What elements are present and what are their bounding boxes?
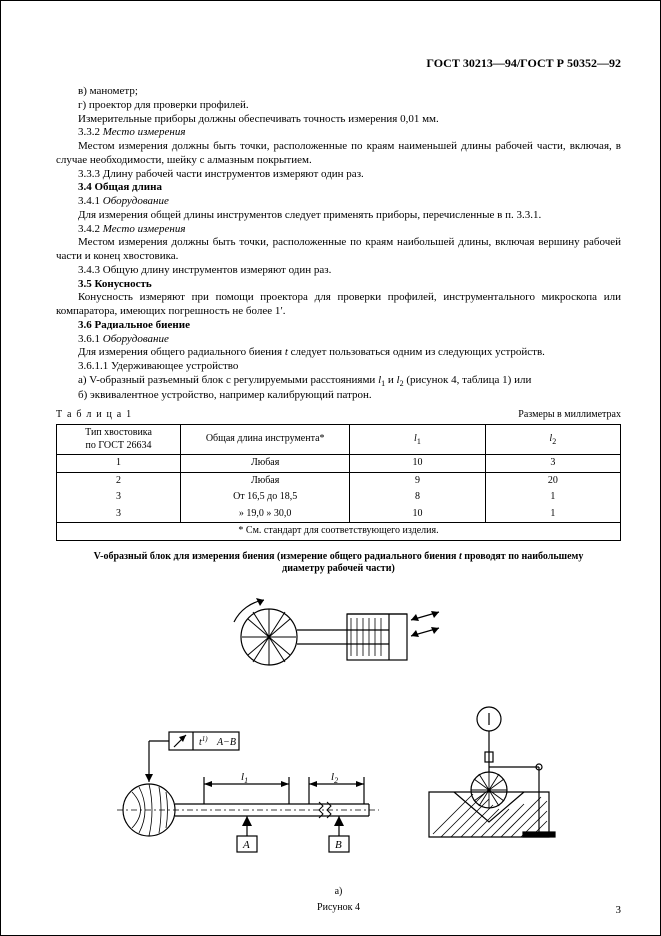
line: 3.3.2 Место измерения bbox=[56, 126, 621, 140]
td: Любая bbox=[181, 472, 350, 489]
t: (рисунок 4, таблица 1) или bbox=[404, 374, 532, 386]
line: а) V-образный разъемный блок с регулируе… bbox=[56, 374, 621, 389]
body-text: в) манометр; г) проектор для проверки пр… bbox=[56, 85, 621, 403]
t: а) V-образный разъемный блок с регулируе… bbox=[78, 374, 378, 386]
line: 3.6.1 Оборудование bbox=[56, 333, 621, 347]
t: Для измерения общего радиального биения bbox=[78, 346, 285, 358]
svg-text:A: A bbox=[242, 839, 250, 851]
sub: 2 bbox=[552, 437, 556, 446]
heading: 3.5 Конусность bbox=[56, 278, 621, 292]
td: Любая bbox=[181, 455, 350, 473]
td: От 16,5 до 18,5 bbox=[181, 489, 350, 506]
th-line: Тип хвостовика bbox=[63, 427, 174, 440]
line: в) манометр; bbox=[56, 85, 621, 99]
num: 3.4.1 bbox=[78, 195, 103, 207]
figure: t1) A−B bbox=[56, 582, 621, 915]
td: 10 bbox=[350, 455, 485, 473]
num: 3.3.2 bbox=[78, 126, 103, 138]
th-line: по ГОСТ 26634 bbox=[63, 440, 174, 453]
svg-text:A−B: A−B bbox=[216, 737, 236, 748]
t: следует пользоваться одним из следующих … bbox=[288, 346, 545, 358]
t: и bbox=[385, 374, 396, 386]
line: 3.4.3 Общую длину инструментов измеряют … bbox=[56, 264, 621, 278]
italic: Оборудование bbox=[103, 333, 169, 345]
td: 3 bbox=[57, 506, 181, 523]
line: 3.4.1 Оборудование bbox=[56, 195, 621, 209]
heading: 3.4 Общая длина bbox=[56, 181, 621, 195]
table-row: 1 Любая 10 3 bbox=[57, 455, 621, 473]
line: г) проектор для проверки профилей. bbox=[56, 99, 621, 113]
svg-text:l1: l1 bbox=[241, 771, 248, 785]
td: 1 bbox=[485, 489, 620, 506]
td: 1 bbox=[485, 506, 620, 523]
line: Для измерения общего радиального биения … bbox=[56, 346, 621, 360]
italic: Место измерения bbox=[103, 126, 186, 138]
figure-caption: Рисунок 4 bbox=[56, 902, 621, 915]
td: 20 bbox=[485, 472, 620, 489]
svg-text:t1): t1) bbox=[199, 735, 208, 748]
figure-sub: a) bbox=[56, 886, 621, 899]
sub: 1 bbox=[417, 437, 421, 446]
table-row: 3 » 19,0 » 30,0 10 1 bbox=[57, 506, 621, 523]
td: » 19,0 » 30,0 bbox=[181, 506, 350, 523]
page-header: ГОСТ 30213—94/ГОСТ Р 50352—92 bbox=[56, 56, 621, 71]
line: Местом измерения должны быть точки, расп… bbox=[56, 140, 621, 168]
figure-title: V-образный блок для измерения биения (из… bbox=[56, 551, 621, 576]
line: Измерительные приборы должны обеспечиват… bbox=[56, 113, 621, 127]
table-units: Размеры в миллиметрах bbox=[518, 409, 621, 422]
th: Тип хвостовика по ГОСТ 26634 bbox=[57, 425, 181, 455]
table-footnote: * См. стандарт для соответствующего изде… bbox=[57, 523, 621, 541]
line: Для измерения общей длины инструментов с… bbox=[56, 209, 621, 223]
td: 3 bbox=[485, 455, 620, 473]
table-row: 2 Любая 9 20 bbox=[57, 472, 621, 489]
table-caption: Т а б л и ц а 1 Размеры в миллиметрах bbox=[56, 409, 621, 422]
t: V-образный блок для измерения биения (из… bbox=[94, 551, 459, 562]
data-table: Тип хвостовика по ГОСТ 26634 Общая длина… bbox=[56, 424, 621, 541]
table-row: 3 От 16,5 до 18,5 8 1 bbox=[57, 489, 621, 506]
svg-text:l2: l2 bbox=[331, 771, 338, 785]
t: проводят по наибольшему bbox=[462, 551, 584, 562]
line: 3.4.2 Место измерения bbox=[56, 223, 621, 237]
svg-text:B: B bbox=[335, 839, 342, 851]
italic: Место измерения bbox=[103, 223, 186, 235]
td: 9 bbox=[350, 472, 485, 489]
td: 8 bbox=[350, 489, 485, 506]
num: 3.4.2 bbox=[78, 223, 103, 235]
td: 10 bbox=[350, 506, 485, 523]
td: 2 bbox=[57, 472, 181, 489]
t: диаметру рабочей части) bbox=[282, 563, 395, 574]
line: 3.3.3 Длину рабочей части инструментов и… bbox=[56, 168, 621, 182]
th: l2 bbox=[485, 425, 620, 455]
line: б) эквивалентное устройство, например ка… bbox=[56, 389, 621, 403]
figure-svg: t1) A−B bbox=[109, 582, 569, 882]
th: l1 bbox=[350, 425, 485, 455]
td: * См. стандарт для соответствующего изде… bbox=[57, 523, 621, 541]
line: Местом измерения должны быть точки, расп… bbox=[56, 236, 621, 264]
line: 3.6.1.1 Удерживающее устройство bbox=[56, 360, 621, 374]
td: 1 bbox=[57, 455, 181, 473]
line: Конусность измеряют при помощи проектора… bbox=[56, 291, 621, 319]
italic: Оборудование bbox=[103, 195, 169, 207]
td: 3 bbox=[57, 489, 181, 506]
table-label: Т а б л и ц а 1 bbox=[56, 409, 132, 420]
th: Общая длина инструмента* bbox=[181, 425, 350, 455]
num: 3.6.1 bbox=[78, 333, 103, 345]
heading: 3.6 Радиальное биение bbox=[56, 319, 621, 333]
page-number: 3 bbox=[616, 904, 622, 918]
